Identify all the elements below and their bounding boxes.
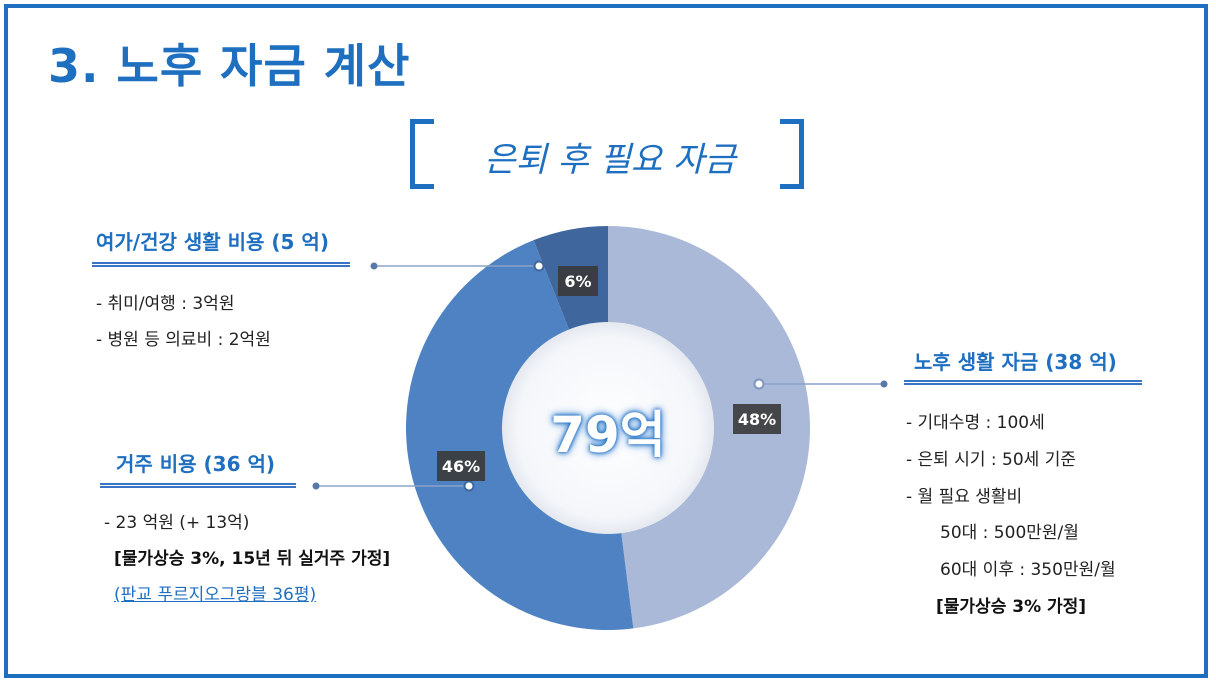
leisure-underline [92,262,350,267]
slide-frame [4,4,1208,678]
living-item-monthly: - 월 필요 생활비 [906,487,1023,507]
total-amount: 79억 [550,406,666,464]
housing-underline [100,483,296,488]
living-item-60s: 60대 이후 : 350만원/월 [940,560,1116,580]
right-bracket [780,119,804,189]
leisure-item-hobby: - 취미/여행 : 3억원 [96,294,235,314]
leader-anchor-leisure [533,260,545,272]
slice-label-leisure: 6% [558,266,598,296]
leader-anchor-housing [463,480,475,492]
living-heading: 노후 생활 자금 (38 억) [914,350,1117,374]
slice-pct-leisure: 6% [564,272,591,291]
slice-pct-housing: 46% [442,457,480,476]
living-underline [904,380,1142,385]
left-bracket [410,119,434,189]
living-item-50s: 50대 : 500만원/월 [940,523,1079,543]
leader-dot-leisure [370,262,378,270]
chart-subtitle: 은퇴 후 필요 자금 [484,140,736,180]
housing-item-location-link[interactable]: (판교 푸르지오그랑블 36평) [114,585,317,605]
living-item-assumption: [물가상승 3% 가정] [936,597,1087,617]
housing-item-assumption: [물가상승 3%, 15년 뒤 실거주 가정] [114,549,391,569]
housing-item-cost: - 23 억원 (+ 13억) [104,513,250,533]
leisure-heading: 여가/건강 생활 비용 (5 억) [96,230,329,254]
living-item-lifespan: - 기대수명 : 100세 [906,413,1045,433]
leader-anchor-living [753,378,765,390]
living-item-retire-age: - 은퇴 시기 : 50세 기준 [906,450,1076,470]
leader-dot-housing [312,482,320,490]
housing-heading: 거주 비용 (36 억) [116,452,276,476]
slice-pct-living: 48% [738,410,776,429]
slide-title: 3. 노후 자금 계산 [48,39,411,93]
slice-label-living: 48% [733,404,781,434]
slice-label-housing: 46% [437,451,485,481]
leader-dot-living [880,380,888,388]
donut-hole [502,322,714,534]
leisure-item-medical: - 병원 등 의료비 : 2억원 [96,330,271,350]
